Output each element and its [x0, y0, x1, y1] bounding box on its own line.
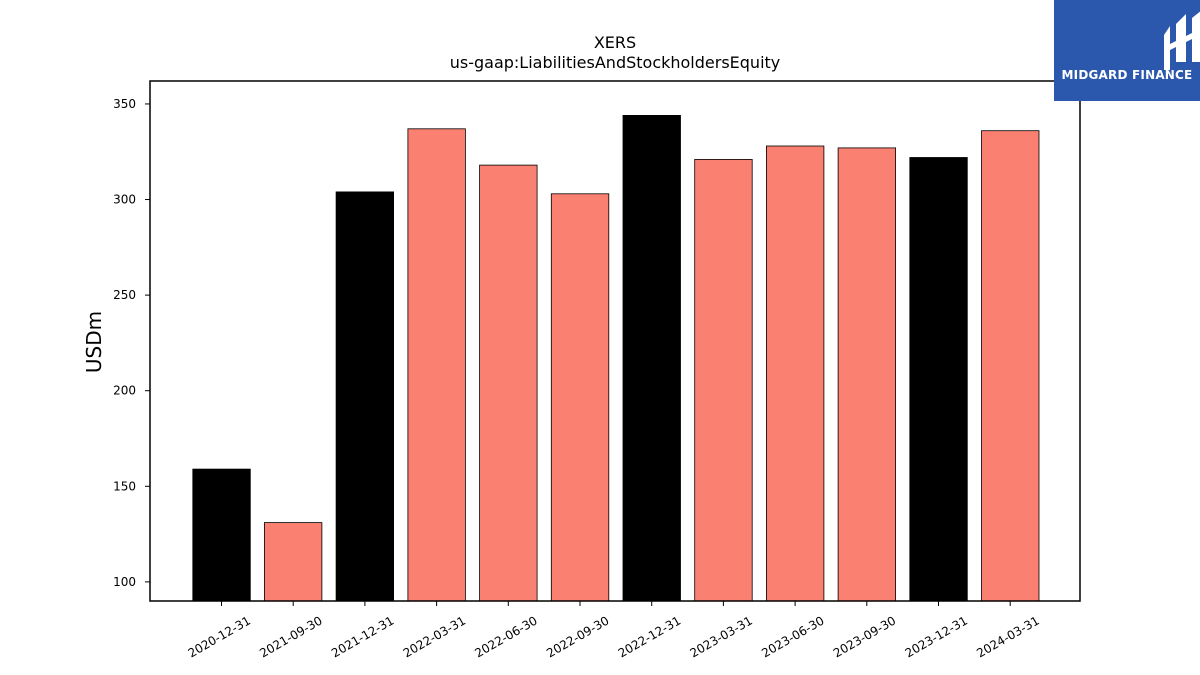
x-tick-label: 2023-06-30: [759, 613, 826, 660]
bars-group: [192, 115, 1040, 602]
midgard-logo-icon: [1164, 11, 1200, 70]
x-tick-label: 2022-12-31: [616, 613, 683, 660]
x-tick-label: 2022-03-31: [401, 613, 468, 660]
x-axis-ticks: 2020-12-31 2021-09-30 2021-12-31 2022-03-31…: [186, 601, 1042, 660]
x-tick-label: 2023-03-31: [687, 613, 754, 660]
y-tick-label: 100: [113, 575, 136, 589]
x-tick-label: 2023-09-30: [831, 613, 898, 660]
brand-logo: MIDGARD FINANCE: [1054, 0, 1200, 101]
x-tick-label: 2023-12-31: [903, 613, 970, 660]
bar: [550, 193, 610, 602]
bar: [407, 128, 466, 602]
bar: [909, 157, 968, 602]
x-tick-label: 2021-12-31: [329, 613, 396, 660]
x-tick-label: 2022-06-30: [472, 613, 539, 660]
x-tick-label: 2020-12-31: [186, 613, 253, 660]
bar: [622, 115, 681, 602]
bar: [766, 145, 825, 602]
x-tick-label: 2022-09-30: [544, 613, 611, 660]
x-tick-label: 2021-09-30: [257, 613, 324, 660]
bar: [694, 158, 753, 602]
bar: [192, 468, 251, 602]
bar: [263, 522, 323, 602]
y-axis-ticks: 100 150 200 250 300 350: [113, 97, 150, 589]
bar: [981, 130, 1040, 602]
y-tick-label: 300: [113, 193, 136, 207]
bar: [479, 164, 538, 602]
y-tick-label: 250: [113, 288, 136, 302]
y-tick-label: 200: [113, 384, 136, 398]
y-tick-label: 350: [113, 97, 136, 111]
chart-subtitle: us-gaap:LiabilitiesAndStockholdersEquity: [450, 53, 781, 72]
y-axis-label: USDm: [82, 311, 106, 373]
bar: [837, 147, 896, 602]
plot-frame: [149, 80, 1081, 602]
brand-name: MIDGARD FINANCE: [1061, 68, 1193, 82]
x-tick-label: 2024-03-31: [974, 613, 1041, 660]
chart-title: XERS: [594, 33, 636, 52]
bar: [335, 191, 395, 602]
y-tick-label: 150: [113, 479, 136, 493]
